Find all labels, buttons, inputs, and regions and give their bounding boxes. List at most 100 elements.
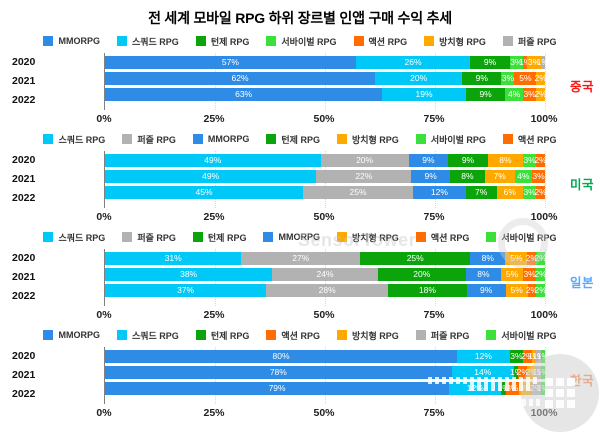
legend-item: 액션 RPG bbox=[353, 35, 407, 48]
chart-body: 2020 2021 2022 49% 20% 9% 9% 8% 3% 2% 49% 22% 9% 8% 7%… bbox=[0, 151, 600, 208]
segment-value: 3% bbox=[523, 89, 536, 99]
segment-value: 1% bbox=[536, 351, 549, 361]
legend-item: 서바이벌 RPG bbox=[486, 231, 557, 244]
year-axis: 2020 2021 2022 bbox=[0, 347, 104, 404]
bar-segment-서바이벌 RPG: 3% bbox=[522, 154, 537, 167]
bar-row-2020: 49% 20% 9% 9% 8% 3% 2% bbox=[105, 154, 547, 167]
bar-segment-스쿼드 RPG: 31% bbox=[105, 252, 242, 265]
legend-swatch-icon bbox=[43, 330, 54, 340]
segment-value: 27% bbox=[292, 253, 310, 263]
year-axis: 2020 2021 2022 bbox=[0, 249, 104, 306]
legend: MMORPG 스쿼드 RPG 턴제 RPG 액션 RPG 방치형 RPG 퍼즐 RPG 서바… bbox=[0, 328, 600, 342]
bar-segment-MMORPG: 79% bbox=[105, 382, 450, 395]
bar-segment-턴제 RPG: 9% bbox=[470, 56, 510, 69]
axis-tick: 0% bbox=[96, 309, 112, 321]
bar-segment-액션 RPG: 2% bbox=[534, 154, 547, 167]
bar-segment-방치형 RPG: 7% bbox=[484, 170, 515, 183]
bar-segment-액션 RPG: 2% bbox=[534, 186, 547, 199]
legend: MMORPG 스쿼드 RPG 턴제 RPG 서바이벌 RPG 액션 RPG 방치형 RPG… bbox=[0, 34, 600, 48]
segment-value: 45% bbox=[195, 187, 213, 197]
legend-item: 턴제 RPG bbox=[195, 329, 249, 342]
segment-value: 3% bbox=[506, 383, 519, 393]
bar-segment-방치형 RPG: 5% bbox=[501, 268, 523, 281]
segment-value: 24% bbox=[316, 269, 334, 279]
legend-swatch-icon bbox=[502, 36, 513, 46]
bar-segment-턴제 RPG: 9% bbox=[462, 72, 502, 85]
bar-segment-퍼즐 RPG: 22% bbox=[316, 170, 412, 183]
bar-row-2021: 38% 24% 20% 8% 5% 3% 2% bbox=[105, 268, 547, 281]
bar-row-2020: 31% 27% 25% 8% 5% 2% 2% bbox=[105, 252, 547, 265]
legend-item: MMORPG bbox=[263, 232, 320, 242]
segment-value: 63% bbox=[235, 89, 253, 99]
segment-value: 5% bbox=[510, 285, 523, 295]
bar-segment-MMORPG: 78% bbox=[105, 366, 452, 379]
segment-value: 12% bbox=[466, 383, 484, 393]
legend-label: 서바이벌 RPG bbox=[501, 330, 557, 341]
legend-item: 스쿼드 RPG bbox=[116, 35, 179, 48]
legend-swatch-icon bbox=[336, 232, 347, 242]
bar-segment-퍼즐 RPG: 1% bbox=[537, 56, 549, 69]
chart-section-일본: 스쿼드 RPG 퍼즐 RPG 턴제 RPG MMORPG 방치형 RPG 액션 RPG 서바… bbox=[0, 230, 600, 322]
legend-item: 스쿼드 RPG bbox=[43, 133, 105, 146]
charts: MMORPG 스쿼드 RPG 턴제 RPG 서바이벌 RPG 액션 RPG 방치형 RPG… bbox=[0, 34, 600, 420]
legend-label: MMORPG bbox=[58, 330, 100, 340]
gridline bbox=[545, 249, 546, 306]
year-label: 2022 bbox=[12, 388, 36, 400]
bar-segment-스쿼드 RPG: 38% bbox=[105, 268, 273, 281]
bar-segment-방치형 RPG: 2% bbox=[534, 88, 547, 101]
bar-segment-턴제 RPG: 18% bbox=[388, 284, 467, 297]
legend-item: MMORPG bbox=[43, 36, 100, 46]
bar-segment-서바이벌 RPG: 4% bbox=[514, 170, 533, 183]
axis-tick: 25% bbox=[203, 113, 225, 125]
bar-segment-액션 RPG: 3% bbox=[532, 170, 546, 183]
segment-value: 19% bbox=[415, 89, 433, 99]
axis-tick: 75% bbox=[423, 407, 445, 419]
bar-segment-스쿼드 RPG: 49% bbox=[105, 154, 321, 167]
legend-item: 서바이벌 RPG bbox=[266, 35, 337, 48]
bar-segment-서바이벌 RPG: 3% bbox=[509, 56, 523, 69]
bar-segment-스쿼드 RPG: 45% bbox=[105, 186, 303, 199]
axis-tick: 75% bbox=[423, 309, 445, 321]
bar-segment-MMORPG: 63% bbox=[105, 88, 383, 101]
segment-value: 9% bbox=[480, 285, 493, 295]
legend-swatch-icon bbox=[486, 330, 497, 340]
legend-item: 액션 RPG bbox=[266, 329, 320, 342]
legend-swatch-icon bbox=[43, 134, 54, 144]
bar-segment-턴제 RPG: 9% bbox=[448, 154, 488, 167]
segment-value: 1% bbox=[536, 57, 549, 67]
axis-tick: 50% bbox=[313, 113, 335, 125]
bar-segment-서바이벌 RPG: 4% bbox=[505, 88, 523, 101]
bar-segment-턴제 RPG: 20% bbox=[377, 268, 466, 281]
segment-value: 7% bbox=[493, 171, 506, 181]
bar-segment-스쿼드 RPG: 20% bbox=[375, 72, 463, 85]
legend-label: 서바이벌 RPG bbox=[430, 134, 486, 145]
bar-segment-MMORPG: 8% bbox=[465, 268, 501, 281]
legend-swatch-icon bbox=[502, 134, 513, 144]
segment-value: 4% bbox=[517, 171, 530, 181]
bar-row-2021: 62% 20% 9% 3% 5% 2% bbox=[105, 72, 547, 85]
legend-label: 액션 RPG bbox=[430, 232, 470, 243]
segment-value: 3% bbox=[510, 351, 523, 361]
bar-segment-방치형 RPG: 6% bbox=[496, 186, 523, 199]
segment-value: 9% bbox=[424, 171, 437, 181]
segment-value: 25% bbox=[406, 253, 424, 263]
legend-swatch-icon bbox=[195, 36, 206, 46]
legend-label: 퍼즐 RPG bbox=[137, 134, 176, 145]
legend-swatch-icon bbox=[192, 232, 203, 242]
legend-label: 턴제 RPG bbox=[281, 134, 320, 145]
year-label: 2021 bbox=[12, 369, 36, 381]
legend-swatch-icon bbox=[336, 134, 347, 144]
segment-value: 2% bbox=[534, 155, 547, 165]
bar-segment-MMORPG: 62% bbox=[105, 72, 376, 85]
axis-tick: 50% bbox=[313, 309, 335, 321]
legend-swatch-icon bbox=[415, 232, 426, 242]
legend-item: 서바이벌 RPG bbox=[415, 133, 486, 146]
segment-value: 20% bbox=[413, 269, 431, 279]
legend-swatch-icon bbox=[266, 330, 277, 340]
legend-label: 액션 RPG bbox=[517, 134, 557, 145]
legend-swatch-icon bbox=[195, 330, 206, 340]
segment-value: 1% bbox=[536, 367, 549, 377]
segment-value: 14% bbox=[474, 367, 492, 377]
segment-value: 2% bbox=[534, 285, 547, 295]
